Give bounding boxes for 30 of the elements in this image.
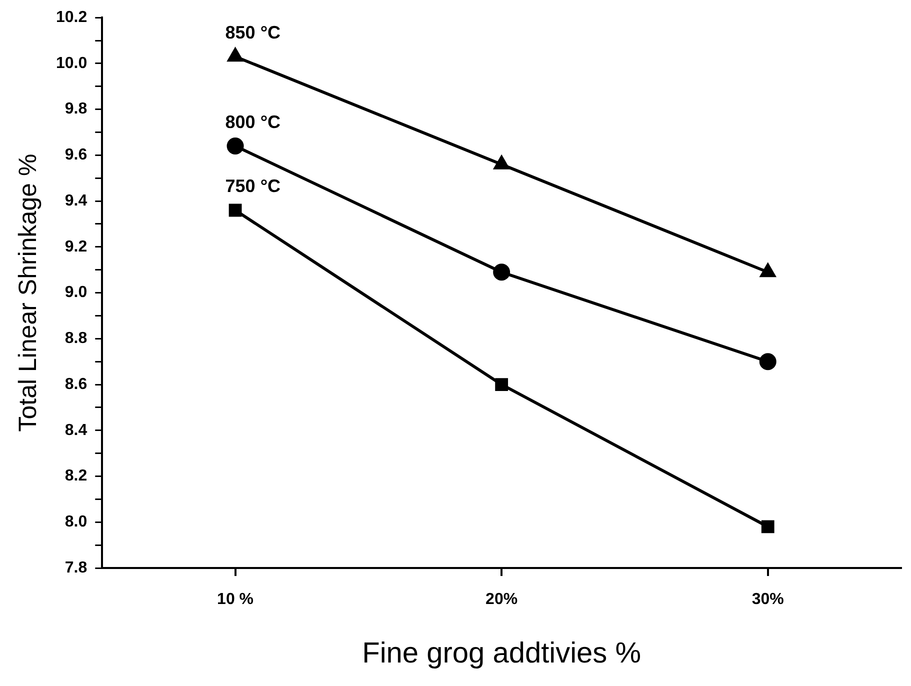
y-tick-label: 8.0 <box>64 514 88 531</box>
x-tick-label: 20% <box>486 591 518 608</box>
point <box>226 138 244 155</box>
y-tick-label: 9.2 <box>64 238 88 256</box>
y-tick-label: 8.8 <box>64 330 88 348</box>
x-tick-label: 30% <box>752 591 784 608</box>
y-tick-label: 9.4 <box>64 192 88 210</box>
point <box>759 353 776 370</box>
y-tick-label: 10.0 <box>56 54 88 72</box>
x-axis-title: Fine grog addtivies % <box>362 638 642 670</box>
y-tick-label: 8.2 <box>64 468 88 485</box>
series-label: 800 °C <box>225 112 281 132</box>
y-tick-label: 8.6 <box>64 376 88 393</box>
y-tick-label: 9.6 <box>64 146 88 164</box>
y-tick-label: 8.4 <box>64 422 88 439</box>
point <box>761 520 774 534</box>
point <box>228 204 242 217</box>
point <box>760 264 776 278</box>
y-tick-label: 9.0 <box>64 284 88 302</box>
series-label: 850 °C <box>225 22 281 43</box>
point <box>228 48 243 62</box>
y-tick-label: 10.2 <box>56 9 88 26</box>
y-tick-label: 9.8 <box>64 100 88 118</box>
y-axis-title: Total Linear Shrinkage % <box>14 154 42 432</box>
x-tick-label: 10 % <box>217 591 254 608</box>
series-label: 750 °C <box>225 176 281 196</box>
point <box>495 378 508 391</box>
point <box>494 156 510 170</box>
y-tick-label: 7.8 <box>64 559 88 576</box>
point <box>493 264 510 281</box>
